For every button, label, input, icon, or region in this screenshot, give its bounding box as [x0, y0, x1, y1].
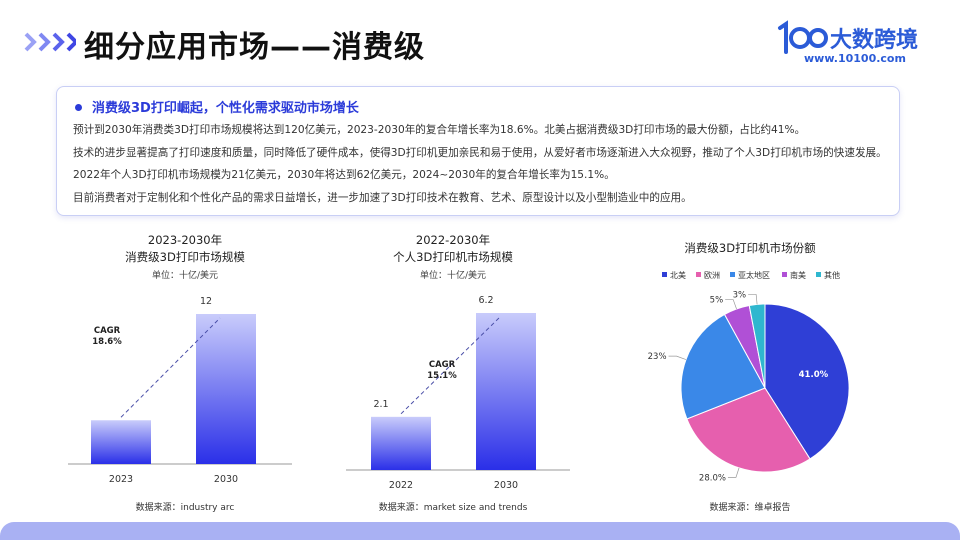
legend-swatch-南美 — [782, 272, 787, 277]
chart1-title: 2023-2030年 消费级3D打印市场规模 — [70, 232, 300, 266]
bar-2023 — [91, 420, 151, 464]
chevron-right-icon — [24, 32, 76, 52]
cagr-label: CAGR — [94, 326, 121, 336]
chart2-title-line2: 个人3D打印机市场规模 — [393, 250, 513, 264]
summary-body: 预计到2030年消费类3D打印市场规模将达到120亿美元，2023-2030年的… — [73, 119, 891, 209]
header: 细分应用市场——消费级 大数跨境 www.10100.com — [0, 0, 960, 80]
pie-leader-line — [668, 355, 687, 360]
pie-leader-line — [725, 299, 737, 310]
pie-slice-其他 — [748, 303, 766, 389]
brand-logo: 大数跨境 www.10100.com — [776, 18, 946, 68]
legend-swatch-其他 — [816, 272, 821, 277]
cagr-value: 15.1% — [427, 371, 457, 381]
data-label: 6.2 — [478, 295, 493, 306]
bar-2030 — [196, 314, 256, 464]
pie-leader-line — [748, 294, 758, 305]
summary-line: 目前消费者对于定制化和个性化产品的需求日益增长，进一步加速了3D打印技术在教育、… — [73, 191, 692, 204]
chart2-title-line1: 2022-2030年 — [415, 233, 491, 247]
chart1-title-line2: 消费级3D打印市场规模 — [125, 250, 245, 264]
x-tick-label: 2022 — [389, 480, 413, 491]
trend-line — [120, 317, 221, 418]
legend-label: 欧洲 — [704, 270, 720, 280]
legend-label: 亚太地区 — [738, 270, 770, 280]
chart3-source: 数据来源：维卓报告 — [709, 503, 791, 513]
cagr-value: 18.6% — [92, 337, 122, 347]
bullet-icon — [75, 104, 82, 111]
x-tick-label: 2023 — [109, 474, 133, 485]
legend-swatch-亚太地区 — [730, 272, 735, 277]
chart1-unit: 单位：十亿/美元 — [151, 271, 219, 281]
pie-slice-欧洲 — [686, 387, 811, 473]
trend-line — [400, 316, 501, 415]
chart3-title: 消费级3D打印机市场份额 — [684, 241, 816, 255]
legend-label: 北美 — [670, 270, 686, 280]
chart3-pie-chart: 北美 欧洲 亚太地区 南美 其他 41.0% 28.0% 23% 5% 3% — [648, 270, 850, 483]
chart1-title-line1: 2023-2030年 — [147, 233, 223, 247]
logo-name: 大数跨境 — [830, 28, 919, 53]
chart1-source: 数据来源：industry arc — [135, 503, 235, 513]
footer-bar — [0, 522, 960, 540]
cagr-label: CAGR — [429, 360, 456, 370]
summary-heading: 消费级3D打印崛起，个性化需求驱动市场增长 — [75, 97, 359, 116]
logo-icon — [778, 20, 828, 54]
chart2-source: 数据来源：market size and trends — [378, 503, 528, 513]
bar-2030 — [476, 313, 536, 470]
summary-line: 预计到2030年消费类3D打印市场规模将达到120亿美元，2023-2030年的… — [73, 124, 806, 136]
page-title: 细分应用市场——消费级 — [84, 30, 425, 65]
pie-slice-亚太地区 — [680, 313, 766, 420]
pie-label: 28.0% — [699, 473, 726, 483]
x-tick-label: 2030 — [494, 480, 518, 491]
summary-heading-text: 消费级3D打印崛起，个性化需求驱动市场增长 — [92, 101, 359, 116]
summary-line: 技术的进步显著提高了打印速度和质量，同时降低了硬件成本，使得3D打印机更加亲民和… — [73, 146, 887, 182]
summary-card: 消费级3D打印崛起，个性化需求驱动市场增长 预计到2030年消费类3D打印市场规… — [56, 86, 900, 216]
legend-label: 其他 — [824, 270, 840, 280]
pie-label: 5% — [710, 296, 724, 306]
data-label: 2.1 — [373, 399, 388, 410]
chart2-unit: 单位：十亿/美元 — [419, 271, 487, 281]
legend-swatch-欧洲 — [696, 272, 701, 277]
x-tick-label: 2030 — [214, 474, 238, 485]
bar-2022 — [371, 416, 431, 470]
chart2-title: 2022-2030年 个人3D打印机市场规模 — [338, 232, 568, 266]
pie-label: 3% — [733, 290, 747, 300]
pie-leader-line — [727, 467, 740, 478]
legend-swatch-北美 — [662, 272, 667, 277]
data-label: 12 — [200, 296, 212, 307]
logo-url: www.10100.com — [804, 52, 906, 65]
pie-label: 23% — [648, 352, 667, 362]
legend-label: 南美 — [790, 270, 806, 280]
pie-label: 41.0% — [799, 370, 829, 380]
